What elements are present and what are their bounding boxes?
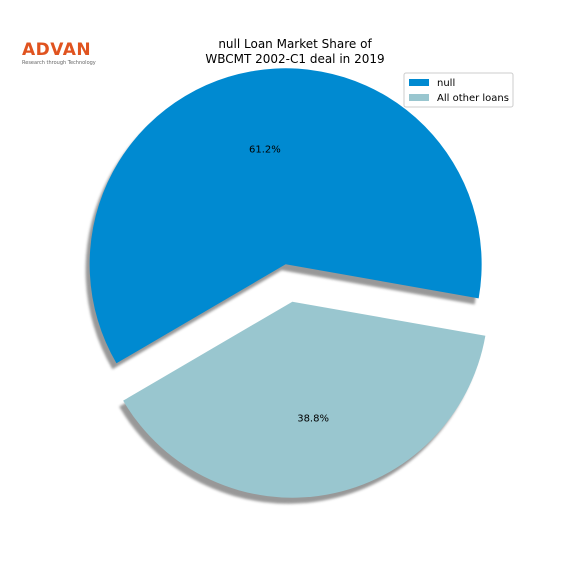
legend-swatch-all-other-loans — [409, 94, 429, 101]
slice-all-other-loans — [123, 301, 486, 498]
slice-null — [89, 68, 482, 364]
slice-labels: 61.2% 38.8% — [249, 145, 329, 425]
logo-tagline: Research through Technology — [22, 60, 96, 66]
slices — [89, 68, 486, 498]
legend-swatch-null — [409, 79, 429, 86]
legend: null All other loans — [403, 72, 514, 108]
slice-label-null: 61.2% — [249, 145, 281, 156]
legend-label-all-other-loans: All other loans — [437, 93, 509, 104]
legend-label-null: null — [437, 78, 455, 89]
advan-logo: ADVAN Research through Technology — [22, 40, 96, 67]
legend-box — [403, 72, 514, 108]
chart-title-line-2: WBCMT 2002-C1 deal in 2019 — [205, 52, 384, 66]
logo-wordmark: ADVAN — [22, 40, 92, 60]
chart-title-line-1: null Loan Market Share of — [218, 37, 372, 51]
slice-label-all-other-loans: 38.8% — [297, 413, 329, 424]
